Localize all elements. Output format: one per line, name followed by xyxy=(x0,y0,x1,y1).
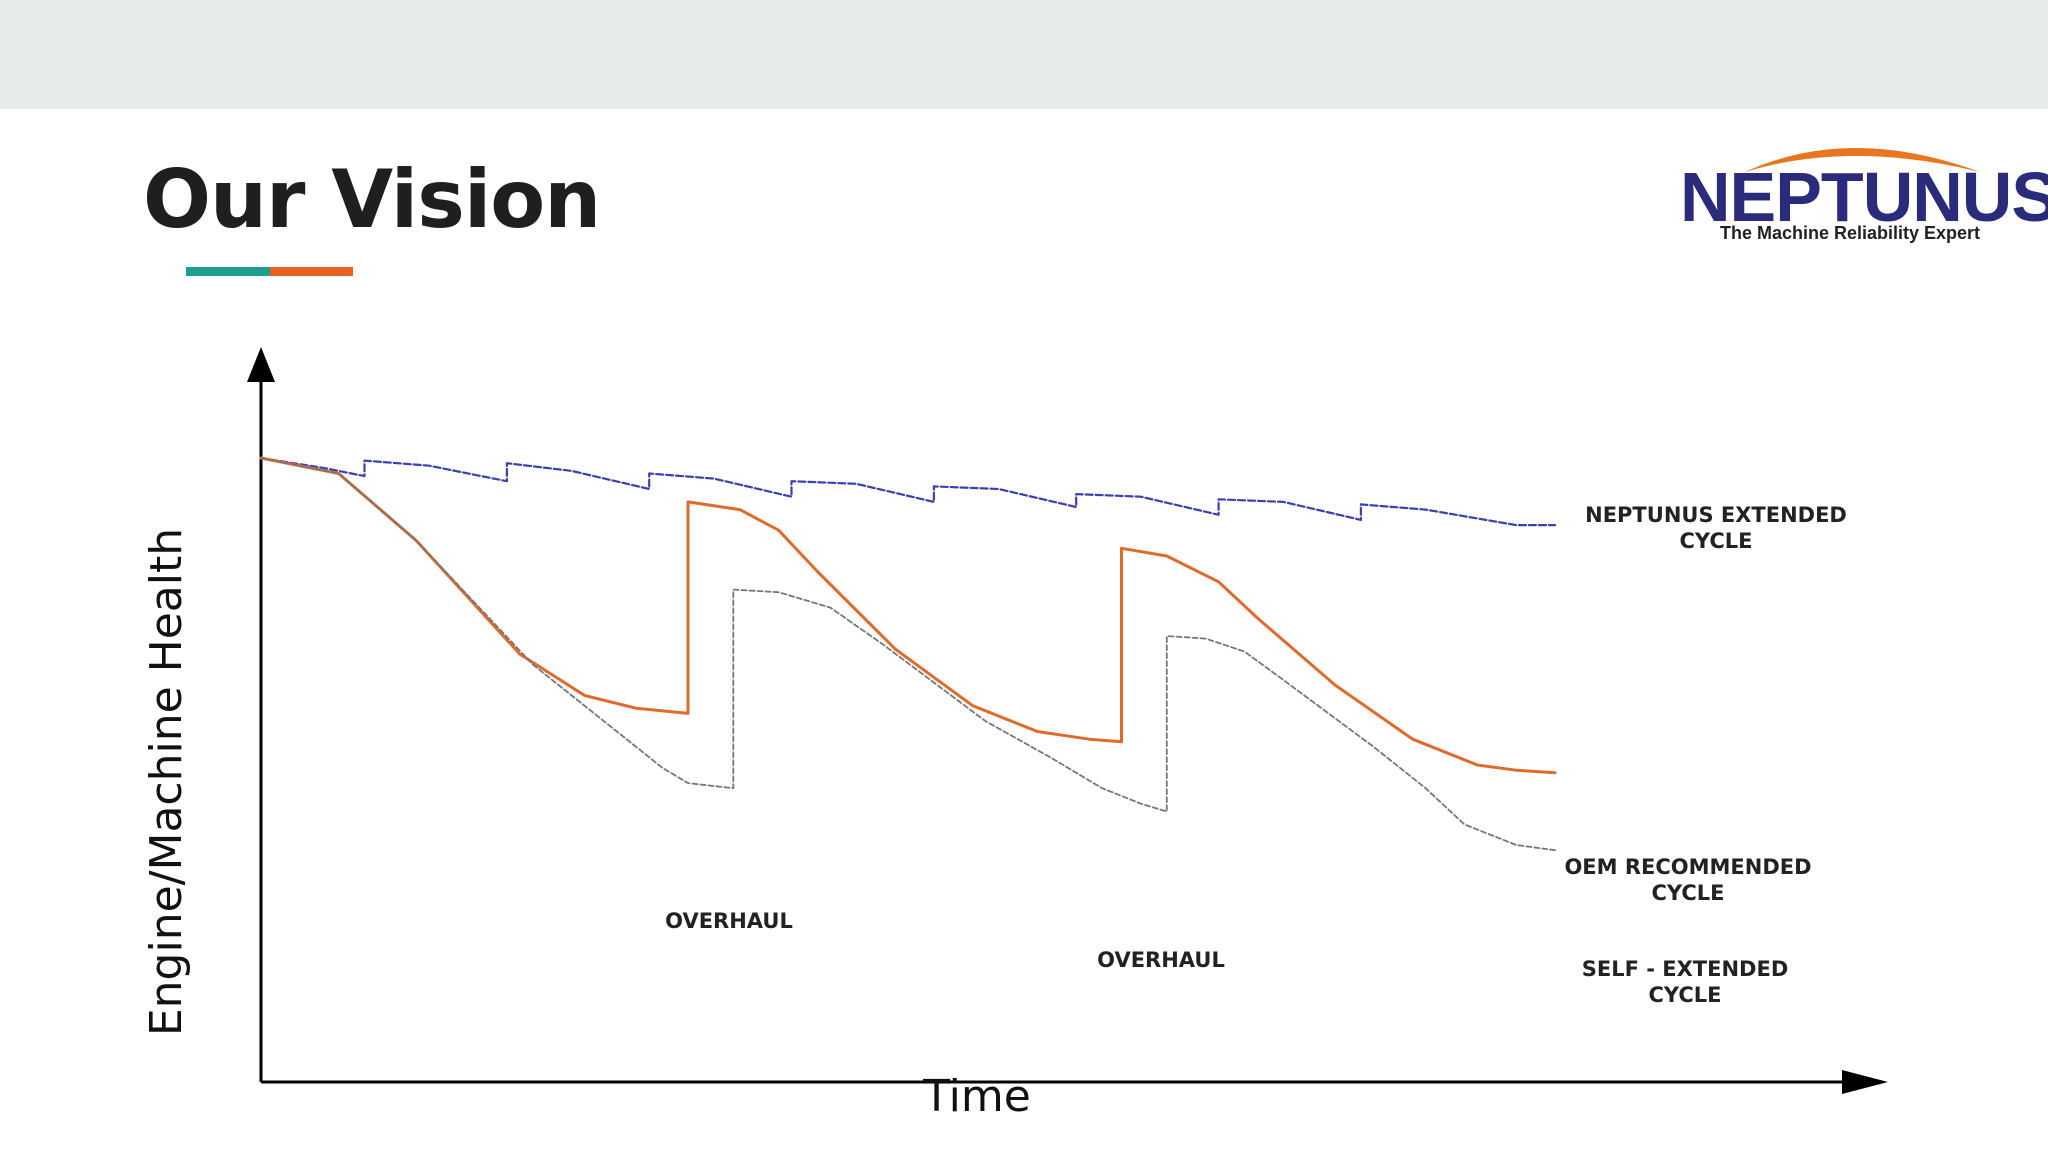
neptunus-logo: NEPTUNUS The Machine Reliability Expert xyxy=(1670,128,2048,248)
series-label-self: SELF - EXTENDED CYCLE xyxy=(1582,957,1789,1007)
label-oem-line: OEM RECOMMENDED xyxy=(1564,855,1811,879)
label-neptunus-line: CYCLE xyxy=(1679,529,1752,553)
logo-wordmark: NEPTUNUS xyxy=(1680,158,2048,236)
x-axis-arrow-icon xyxy=(1842,1070,1888,1094)
logo-tagline: The Machine Reliability Expert xyxy=(1719,223,1981,243)
x-axis-label: Time xyxy=(922,1071,1031,1122)
series-line-neptunus-extended xyxy=(259,456,1557,527)
title-underline xyxy=(186,267,353,276)
title-underline-orange xyxy=(270,267,353,276)
overhaul-label-1: OVERHAUL xyxy=(665,909,793,933)
series-line-self-extended xyxy=(260,457,1556,852)
page-title: Our Vision xyxy=(143,153,601,246)
label-oem-line: CYCLE xyxy=(1651,881,1724,905)
label-self-line: CYCLE xyxy=(1648,983,1721,1007)
series-layer xyxy=(259,456,1557,852)
y-axis-label: Engine/Machine Health xyxy=(141,528,192,1036)
top-band xyxy=(0,0,2048,109)
series-line-oem-recommended xyxy=(259,456,1557,775)
overhaul-label-2: OVERHAUL xyxy=(1097,948,1225,972)
label-neptunus-line: NEPTUNUS EXTENDED xyxy=(1585,503,1847,527)
series-label-neptunus: NEPTUNUS EXTENDED CYCLE xyxy=(1585,503,1847,553)
series-label-oem: OEM RECOMMENDED CYCLE xyxy=(1564,855,1811,905)
y-axis-arrow-icon xyxy=(247,347,275,382)
label-self-line: SELF - EXTENDED xyxy=(1582,957,1789,981)
logo-arc-icon xyxy=(1745,148,1980,172)
title-underline-teal xyxy=(186,267,270,276)
